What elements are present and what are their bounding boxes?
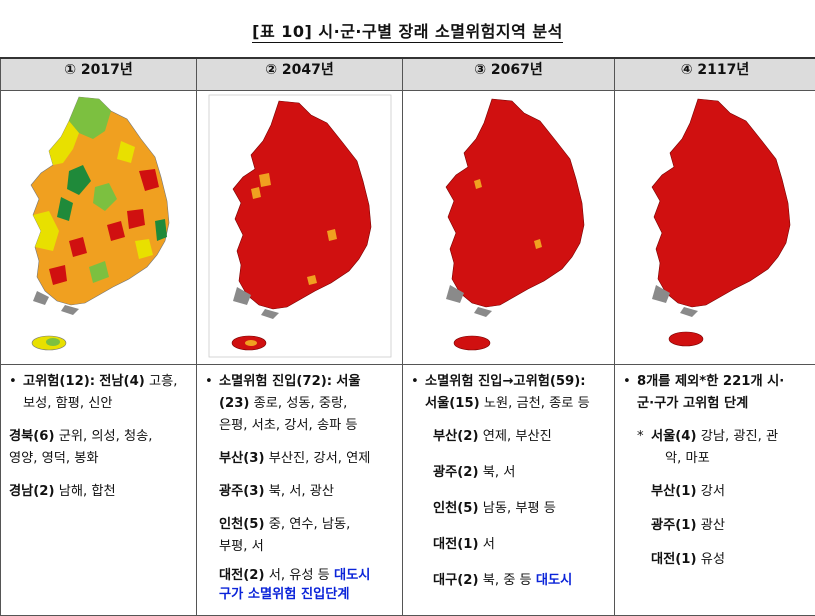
notes-2067: •소멸위험 진입→고위험(59):서울(15) 노원, 금천, 종로 등 부산(… bbox=[403, 365, 615, 616]
asterisk: * bbox=[637, 426, 651, 448]
notes-2117: •8개를 제외*한 221개 시·군·구가 고위험 단계 *서울(4) 강남, … bbox=[615, 365, 815, 616]
korea-map-2067 bbox=[414, 91, 604, 359]
column-header-2067: ③ 2067년 bbox=[403, 58, 615, 91]
document-title: [표 10] 시·군·구별 장래 소멸위험지역 분석 bbox=[0, 18, 815, 42]
map-cell-2067 bbox=[403, 91, 615, 365]
bullet: • bbox=[623, 371, 637, 393]
column-header-2047: ② 2047년 bbox=[197, 58, 403, 91]
bullet: • bbox=[9, 371, 23, 393]
map-cell-2017 bbox=[1, 91, 197, 365]
korea-map-2047 bbox=[207, 91, 393, 359]
text-row: •고위험(12): 전남(4) 고흥,보성, 함평, 신안 경북(6) 군위, … bbox=[1, 365, 815, 616]
column-header-2017: ① 2017년 bbox=[1, 58, 197, 91]
notes-2017: •고위험(12): 전남(4) 고흥,보성, 함평, 신안 경북(6) 군위, … bbox=[1, 365, 197, 616]
bullet: • bbox=[205, 371, 219, 393]
column-header-2117: ④ 2117년 bbox=[615, 58, 815, 91]
map-cell-2117 bbox=[615, 91, 815, 365]
map-cell-2047 bbox=[197, 91, 403, 365]
bullet: • bbox=[411, 371, 425, 393]
analysis-table: ① 2017년 ② 2047년 ③ 2067년 ④ 2117년 bbox=[0, 57, 815, 616]
header-row: ① 2017년 ② 2047년 ③ 2067년 ④ 2117년 bbox=[1, 58, 815, 91]
korea-map-2117 bbox=[622, 91, 808, 359]
notes-2047: •소멸위험 진입(72): 서울(23) 종로, 성동, 중랑,은평, 서초, … bbox=[197, 365, 403, 616]
map-row bbox=[1, 91, 815, 365]
korea-map-2017 bbox=[9, 91, 189, 359]
